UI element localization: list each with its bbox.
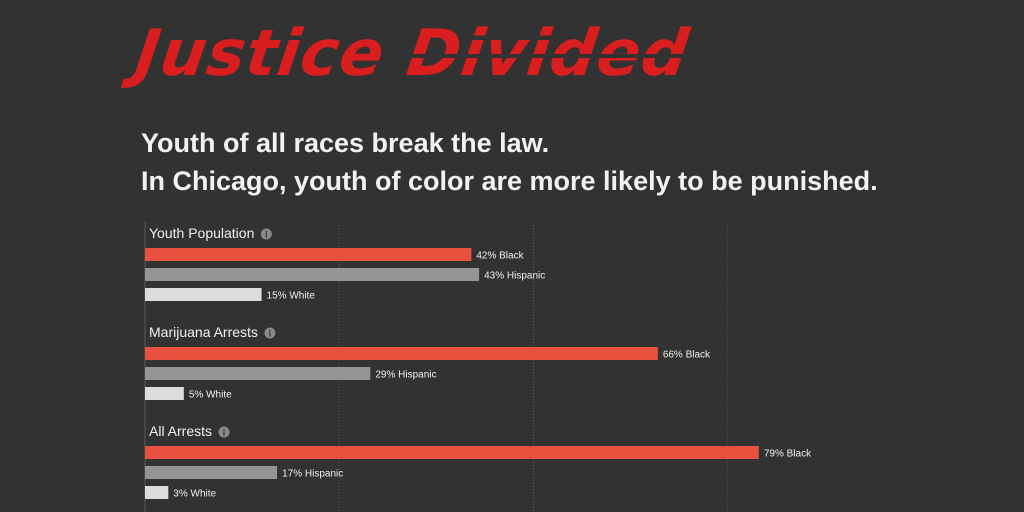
data-label: 66% Black xyxy=(663,350,711,361)
info-icon-glyph: i xyxy=(269,329,272,339)
data-label: 29% Hispanic xyxy=(375,370,436,381)
headline-line-1: Youth of all races break the law. xyxy=(141,128,550,158)
info-icon[interactable] xyxy=(218,426,230,438)
group-title: All Arrests xyxy=(149,423,212,439)
bar-hispanic xyxy=(145,367,371,380)
bar-black xyxy=(145,248,472,261)
headline-line-2: In Chicago, youth of color are more like… xyxy=(141,166,878,196)
data-label: 5% White xyxy=(189,390,232,401)
info-icon[interactable] xyxy=(260,228,272,240)
bar-white xyxy=(145,486,169,499)
data-label: 79% Black xyxy=(764,449,812,460)
data-label: 17% Hispanic xyxy=(282,469,343,480)
bar-white xyxy=(145,387,184,400)
group-title: Marijuana Arrests xyxy=(149,324,258,340)
group-title: Youth Population xyxy=(149,225,254,241)
bar-black xyxy=(145,347,658,360)
data-label: 3% White xyxy=(173,489,216,500)
bar-white xyxy=(145,288,262,301)
data-label: 42% Black xyxy=(476,251,524,262)
info-icon-glyph: i xyxy=(223,428,226,438)
bar-hispanic xyxy=(145,466,278,479)
info-icon-glyph: i xyxy=(265,230,268,240)
headline: Youth of all races break the law. In Chi… xyxy=(141,124,878,200)
data-label: 15% White xyxy=(267,291,316,302)
data-label: 43% Hispanic xyxy=(484,271,545,282)
bar-hispanic xyxy=(145,268,480,281)
bar-black xyxy=(145,446,759,459)
info-icon[interactable] xyxy=(264,327,276,339)
